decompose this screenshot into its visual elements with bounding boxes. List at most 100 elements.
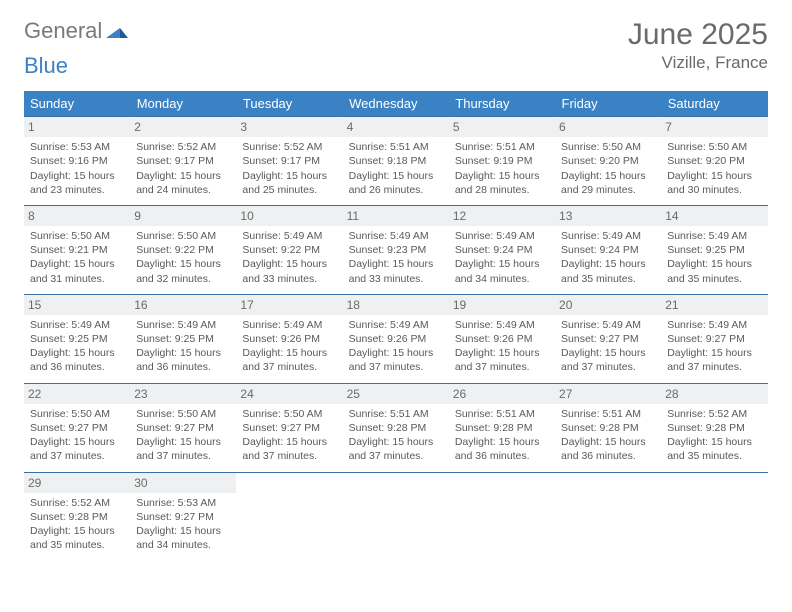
daylight-text: and 35 minutes. (667, 449, 761, 463)
sunset-text: Sunset: 9:17 PM (136, 154, 230, 168)
daylight-text: and 26 minutes. (349, 183, 443, 197)
day-cell: 30Sunrise: 5:53 AMSunset: 9:27 PMDayligh… (130, 472, 236, 560)
day-cell: 1Sunrise: 5:53 AMSunset: 9:16 PMDaylight… (24, 117, 130, 206)
sunrise-text: Sunrise: 5:49 AM (349, 229, 443, 243)
sunrise-text: Sunrise: 5:49 AM (30, 318, 124, 332)
daylight-text: Daylight: 15 hours (30, 346, 124, 360)
dow-header: Thursday (449, 91, 555, 117)
daylight-text: and 34 minutes. (136, 538, 230, 552)
daylight-text: Daylight: 15 hours (349, 435, 443, 449)
day-cell: 17Sunrise: 5:49 AMSunset: 9:26 PMDayligh… (236, 294, 342, 383)
day-number: 25 (343, 384, 449, 404)
day-cell: 19Sunrise: 5:49 AMSunset: 9:26 PMDayligh… (449, 294, 555, 383)
daylight-text: Daylight: 15 hours (667, 435, 761, 449)
daylight-text: and 36 minutes. (561, 449, 655, 463)
day-cell: 18Sunrise: 5:49 AMSunset: 9:26 PMDayligh… (343, 294, 449, 383)
day-number: 14 (661, 206, 767, 226)
sunset-text: Sunset: 9:18 PM (349, 154, 443, 168)
sunrise-text: Sunrise: 5:49 AM (242, 318, 336, 332)
day-number: 5 (449, 117, 555, 137)
sunrise-text: Sunrise: 5:49 AM (667, 318, 761, 332)
dow-header: Sunday (24, 91, 130, 117)
sunset-text: Sunset: 9:27 PM (136, 510, 230, 524)
daylight-text: and 37 minutes. (667, 360, 761, 374)
brand-mark-icon (106, 18, 128, 44)
dow-header: Tuesday (236, 91, 342, 117)
sunset-text: Sunset: 9:24 PM (455, 243, 549, 257)
sunrise-text: Sunrise: 5:51 AM (561, 407, 655, 421)
sunset-text: Sunset: 9:21 PM (30, 243, 124, 257)
day-number: 23 (130, 384, 236, 404)
sunrise-text: Sunrise: 5:50 AM (136, 229, 230, 243)
day-number: 26 (449, 384, 555, 404)
daylight-text: Daylight: 15 hours (667, 346, 761, 360)
sunset-text: Sunset: 9:19 PM (455, 154, 549, 168)
daylight-text: Daylight: 15 hours (136, 169, 230, 183)
day-cell: 9Sunrise: 5:50 AMSunset: 9:22 PMDaylight… (130, 205, 236, 294)
daylight-text: Daylight: 15 hours (30, 435, 124, 449)
day-cell: 10Sunrise: 5:49 AMSunset: 9:22 PMDayligh… (236, 205, 342, 294)
daylight-text: and 35 minutes. (561, 272, 655, 286)
sunrise-text: Sunrise: 5:50 AM (30, 407, 124, 421)
day-number: 30 (130, 473, 236, 493)
sunset-text: Sunset: 9:24 PM (561, 243, 655, 257)
daylight-text: and 30 minutes. (667, 183, 761, 197)
sunset-text: Sunset: 9:27 PM (30, 421, 124, 435)
week-row: 1Sunrise: 5:53 AMSunset: 9:16 PMDaylight… (24, 117, 768, 206)
week-row: 29Sunrise: 5:52 AMSunset: 9:28 PMDayligh… (24, 472, 768, 560)
daylight-text: Daylight: 15 hours (561, 257, 655, 271)
day-number: 8 (24, 206, 130, 226)
sunset-text: Sunset: 9:26 PM (455, 332, 549, 346)
daylight-text: and 31 minutes. (30, 272, 124, 286)
day-cell (449, 472, 555, 560)
daylight-text: and 28 minutes. (455, 183, 549, 197)
sunset-text: Sunset: 9:17 PM (242, 154, 336, 168)
daylight-text: and 24 minutes. (136, 183, 230, 197)
daylight-text: and 33 minutes. (349, 272, 443, 286)
sunrise-text: Sunrise: 5:53 AM (30, 140, 124, 154)
daylight-text: and 35 minutes. (30, 538, 124, 552)
sunset-text: Sunset: 9:28 PM (349, 421, 443, 435)
daylight-text: Daylight: 15 hours (242, 257, 336, 271)
sunrise-text: Sunrise: 5:52 AM (30, 496, 124, 510)
sunset-text: Sunset: 9:26 PM (349, 332, 443, 346)
sunset-text: Sunset: 9:25 PM (136, 332, 230, 346)
daylight-text: and 33 minutes. (242, 272, 336, 286)
day-cell: 28Sunrise: 5:52 AMSunset: 9:28 PMDayligh… (661, 383, 767, 472)
daylight-text: and 36 minutes. (136, 360, 230, 374)
day-number: 22 (24, 384, 130, 404)
dow-header: Friday (555, 91, 661, 117)
day-number: 9 (130, 206, 236, 226)
sunset-text: Sunset: 9:27 PM (561, 332, 655, 346)
day-number: 27 (555, 384, 661, 404)
day-cell: 2 Sunrise: 5:52 AMSunset: 9:17 PMDaylight… (130, 117, 236, 206)
daylight-text: and 37 minutes. (349, 449, 443, 463)
daylight-text: Daylight: 15 hours (667, 169, 761, 183)
day-number: 19 (449, 295, 555, 315)
day-cell: 15Sunrise: 5:49 AMSunset: 9:25 PMDayligh… (24, 294, 130, 383)
daylight-text: and 34 minutes. (455, 272, 549, 286)
daylight-text: and 37 minutes. (455, 360, 549, 374)
sunset-text: Sunset: 9:16 PM (30, 154, 124, 168)
sunrise-text: Sunrise: 5:52 AM (136, 140, 230, 154)
dow-header: Monday (130, 91, 236, 117)
daylight-text: Daylight: 15 hours (242, 169, 336, 183)
sunset-text: Sunset: 9:25 PM (667, 243, 761, 257)
daylight-text: and 29 minutes. (561, 183, 655, 197)
sunrise-text: Sunrise: 5:50 AM (242, 407, 336, 421)
day-number: 16 (130, 295, 236, 315)
day-number: 2 (130, 117, 236, 137)
daylight-text: Daylight: 15 hours (561, 435, 655, 449)
sunset-text: Sunset: 9:20 PM (561, 154, 655, 168)
daylight-text: and 37 minutes. (136, 449, 230, 463)
sunrise-text: Sunrise: 5:53 AM (136, 496, 230, 510)
daylight-text: Daylight: 15 hours (667, 257, 761, 271)
sunrise-text: Sunrise: 5:50 AM (667, 140, 761, 154)
sunset-text: Sunset: 9:28 PM (561, 421, 655, 435)
week-row: 15Sunrise: 5:49 AMSunset: 9:25 PMDayligh… (24, 294, 768, 383)
day-cell: 20Sunrise: 5:49 AMSunset: 9:27 PMDayligh… (555, 294, 661, 383)
day-number: 20 (555, 295, 661, 315)
daylight-text: Daylight: 15 hours (30, 524, 124, 538)
day-cell: 11Sunrise: 5:49 AMSunset: 9:23 PMDayligh… (343, 205, 449, 294)
daylight-text: Daylight: 15 hours (455, 257, 549, 271)
